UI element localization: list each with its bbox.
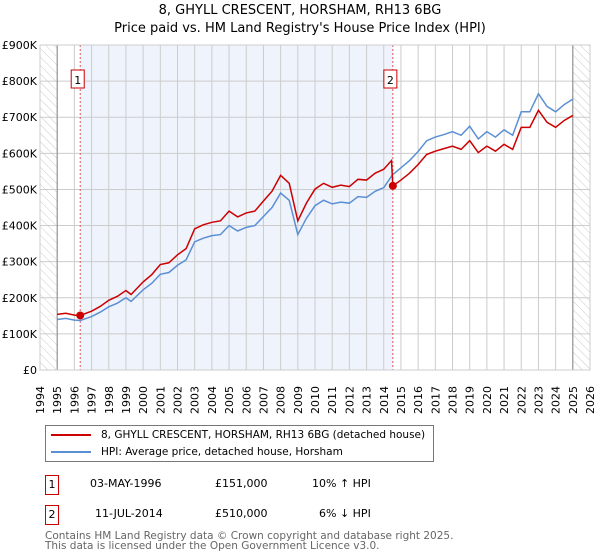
y-tick-label: £700K xyxy=(2,111,38,124)
sale-marker-box xyxy=(383,69,398,89)
title: 8, GHYLL CRESCENT, HORSHAM, RH13 6BG xyxy=(158,3,442,18)
x-tick-label: 2018 xyxy=(447,386,460,414)
x-tick-label: 2019 xyxy=(464,386,477,414)
x-tick-label: 2000 xyxy=(137,386,150,414)
y-tick-label: £0 xyxy=(23,364,37,377)
y-tick-label: £900K xyxy=(2,39,38,52)
x-tick-label: 1996 xyxy=(68,386,81,414)
price: £510,000 xyxy=(215,507,268,520)
x-tick-label: 2011 xyxy=(326,386,339,414)
sale-point xyxy=(388,181,397,190)
x-tick-label: 2003 xyxy=(189,386,202,414)
legend-item-property: 8, GHYLL CRESCENT, HORSHAM, RH13 6BG (de… xyxy=(51,427,425,443)
sale-marker-label: 1 xyxy=(74,74,81,87)
x-tick-label: 2023 xyxy=(532,386,545,414)
sale-point xyxy=(76,311,85,320)
legend-line-blue xyxy=(51,451,91,453)
legend-label: HPI: Average price, detached house, Hors… xyxy=(101,446,343,458)
x-tick-label: 1995 xyxy=(51,386,64,414)
x-tick-label: 2020 xyxy=(481,386,494,414)
x-tick-label: 2013 xyxy=(361,386,374,414)
shaded-period xyxy=(80,45,393,370)
x-tick-label: 2008 xyxy=(275,386,288,414)
price: £151,000 xyxy=(215,477,268,490)
x-tick-label: 2025 xyxy=(567,386,580,414)
footer: Contains HM Land Registry data © Crown c… xyxy=(45,530,454,552)
sale-marker-box xyxy=(70,69,85,89)
x-tick-label: 2005 xyxy=(223,386,236,414)
plot-border xyxy=(39,44,591,371)
legend-line-red xyxy=(51,434,91,436)
x-tick-label: 2004 xyxy=(206,386,219,414)
date: 03-MAY-1996 xyxy=(90,477,162,490)
x-tick-label: 2016 xyxy=(412,386,425,414)
x-tick-label: 2026 xyxy=(584,386,597,414)
hatched-region xyxy=(572,45,590,370)
x-tick-label: 2001 xyxy=(154,386,167,414)
x-tick-label: 1998 xyxy=(103,386,116,414)
x-tick-label: 2021 xyxy=(498,386,511,414)
y-tick-label: £400K xyxy=(2,220,38,233)
x-tick-label: 1994 xyxy=(34,386,47,414)
x-tick-label: 2006 xyxy=(240,386,253,414)
marker-badge: 2 xyxy=(45,505,59,525)
chart: £0 £100K £200K £300K £400K £500K £600K £700K £80… xyxy=(2,39,597,414)
sale-marker-label: 2 xyxy=(387,74,394,87)
price-line xyxy=(57,108,574,317)
hpi-diff: 10% ↑ HPI xyxy=(312,477,371,490)
legend: 8, GHYLL CRESCENT, HORSHAM, RH13 6BG (de… xyxy=(45,425,434,462)
x-tick-label: 2022 xyxy=(515,386,528,414)
date: 11-JUL-2014 xyxy=(95,507,163,520)
y-tick-label: £100K xyxy=(2,328,38,341)
legend-label: 8, GHYLL CRESCENT, HORSHAM, RH13 6BG (de… xyxy=(101,429,426,441)
x-tick-label: 2017 xyxy=(429,386,442,414)
x-tick-label: 1997 xyxy=(86,386,99,414)
y-tick-label: £800K xyxy=(2,75,38,88)
x-tick-label: 2012 xyxy=(343,386,356,414)
hatched-region xyxy=(40,45,58,370)
footer-line: This data is licensed under the Open Gov… xyxy=(45,540,380,552)
y-tick-label: £300K xyxy=(2,256,38,269)
transaction-row: 2 11-JUL-2014 £510,000 6% ↓ HPI xyxy=(45,505,445,525)
x-tick-label: 2009 xyxy=(292,386,305,414)
x-tick-label: 2014 xyxy=(378,386,391,414)
x-tick-label: 1999 xyxy=(120,386,133,414)
x-tick-label: 2007 xyxy=(257,386,270,414)
x-tick-label: 2015 xyxy=(395,386,408,414)
legend-item-hpi: HPI: Average price, detached house, Hors… xyxy=(51,444,343,460)
subtitle: Price paid vs. HM Land Registry's House … xyxy=(114,21,486,36)
x-tick-label: 2024 xyxy=(550,386,563,414)
footer-line: Contains HM Land Registry data © Crown c… xyxy=(45,530,454,542)
x-tick-label: 2002 xyxy=(172,386,185,414)
y-tick-label: £500K xyxy=(2,183,38,196)
chart-title: 8, GHYLL CRESCENT, HORSHAM, RH13 6BG Pri… xyxy=(0,2,600,38)
marker-badge: 1 xyxy=(45,475,59,495)
hpi-line xyxy=(57,92,574,322)
x-tick-label: 2010 xyxy=(309,386,322,414)
transaction-row: 1 03-MAY-1996 £151,000 10% ↑ HPI xyxy=(45,475,445,495)
y-tick-label: £200K xyxy=(2,292,38,305)
y-tick-label: £600K xyxy=(2,147,38,160)
hpi-diff: 6% ↓ HPI xyxy=(319,507,371,520)
